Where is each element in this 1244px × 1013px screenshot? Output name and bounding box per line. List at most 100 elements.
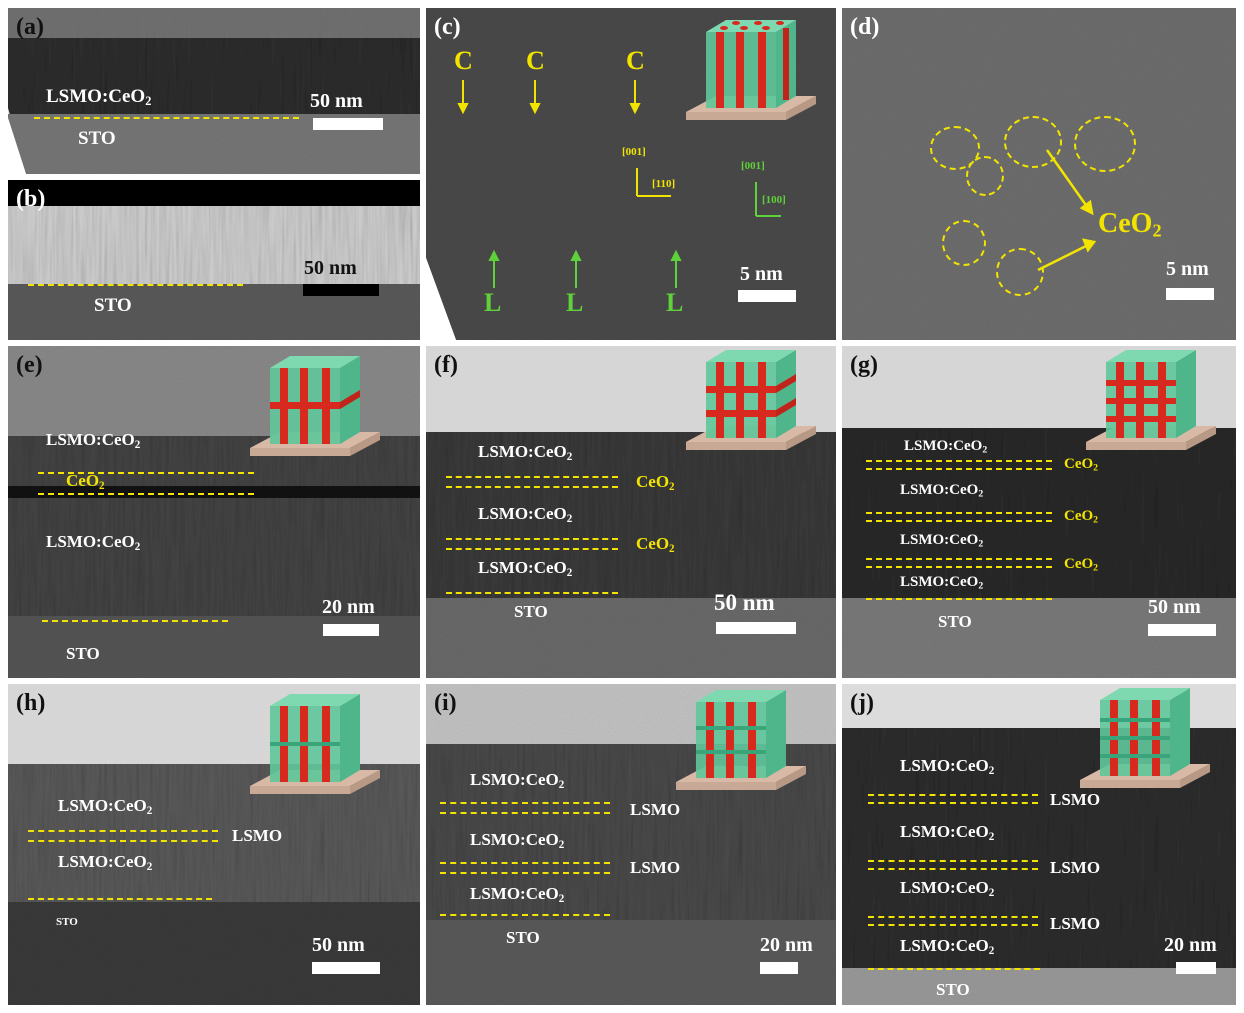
interface-line-f-1 [446, 476, 618, 478]
scale-text-j: 20 nm [1164, 934, 1217, 956]
substrate-label-j: STO [936, 980, 970, 999]
scale-text-e: 20 nm [322, 596, 375, 618]
interface-line-h-2 [28, 840, 218, 842]
interface-line-f-5 [446, 592, 618, 594]
scale-text-h: 50 nm [312, 934, 365, 956]
interface-line-j-5 [868, 916, 1038, 918]
scale-bar-h [312, 962, 380, 974]
substrate-label-a: STO [78, 128, 116, 149]
interface-line-j-1 [868, 794, 1038, 796]
interface-line-h-1 [28, 830, 218, 832]
interface-line-j-6 [868, 924, 1038, 926]
layer-label-h-1: LSMO:CeO2 [58, 796, 153, 817]
ceo2-circle-1 [930, 126, 980, 170]
interlayer-label-f-2: CeO2 [636, 534, 675, 555]
scale-bar-b [303, 284, 379, 296]
panel-label-f: (f) [434, 352, 458, 378]
layer-label-j-4: LSMO:CeO2 [900, 936, 995, 957]
direction-110-yellow: [110] [652, 178, 676, 190]
panel-b: (b) STO 50 nm [8, 180, 420, 340]
interface-line-j-7 [868, 968, 1040, 970]
panel-label-d: (d) [850, 14, 880, 40]
panel-label-b: (b) [16, 186, 46, 212]
layer-label-g-3: LSMO:CeO2 [900, 532, 984, 550]
interface-line-e-3 [42, 620, 228, 622]
interface-line-g-4 [866, 520, 1052, 522]
direction-001-yellow: [001] [622, 146, 646, 158]
panel-label-e: (e) [16, 352, 43, 378]
panel-label-c: (c) [434, 14, 461, 40]
panel-c: (c) C C C L L L [001] [110] [001] [100] … [426, 8, 836, 340]
interlayer-label-h: LSMO [232, 826, 283, 845]
interface-line-i-4 [440, 872, 610, 874]
panel-g: (g) LSMO:CeO2 CeO2 LSMO:CeO2 CeO2 LSMO:C… [842, 346, 1236, 678]
interlayer-label-f-1: CeO2 [636, 472, 675, 493]
interface-line-i-2 [440, 812, 610, 814]
schematic-cube-h [240, 690, 390, 825]
substrate-label-f: STO [514, 602, 548, 621]
interlayer-label-g-2: CeO2 [1064, 508, 1099, 526]
panel-label-j: (j) [850, 690, 874, 716]
scale-bar-f [716, 622, 796, 634]
l-marker-3: L [666, 288, 684, 317]
substrate-label-e: STO [66, 644, 100, 663]
schematic-cube-f [676, 346, 826, 481]
schematic-cube-c [676, 16, 826, 151]
scale-text-f: 50 nm [714, 590, 775, 615]
layer-label-i-1: LSMO:CeO2 [470, 770, 565, 791]
layer-label-j-1: LSMO:CeO2 [900, 756, 995, 777]
panel-label-h: (h) [16, 690, 46, 716]
interlayer-label-j-3: LSMO [1050, 914, 1101, 933]
tem-image-j [842, 684, 1236, 1005]
direction-100-green: [100] [762, 194, 786, 206]
interface-line-j-2 [868, 802, 1038, 804]
c-marker-3: C [626, 46, 645, 75]
layer-label-g-4: LSMO:CeO2 [900, 574, 984, 592]
substrate-label-g: STO [938, 612, 972, 631]
panel-label-i: (i) [434, 690, 457, 716]
scale-bar-e [323, 624, 379, 636]
interlayer-label-i-2: LSMO [630, 858, 681, 877]
interface-line-e-1 [38, 472, 254, 474]
layer-label-f-3: LSMO:CeO2 [478, 558, 573, 579]
interface-line-a [34, 117, 299, 119]
interface-line-g-6 [866, 566, 1052, 568]
interface-line-i-5 [440, 914, 610, 916]
l-marker-1: L [484, 288, 502, 317]
scale-text-a: 50 nm [310, 90, 363, 112]
panel-d: (d) CeO2 5 nm [842, 8, 1236, 340]
ceo2-circle-5 [942, 220, 986, 266]
layer-label-f-1: LSMO:CeO2 [478, 442, 573, 463]
schematic-cube-e [240, 352, 390, 487]
layer-label-i-3: LSMO:CeO2 [470, 884, 565, 905]
substrate-label-b: STO [94, 295, 132, 316]
layer-label-h-2: LSMO:CeO2 [58, 852, 153, 873]
interface-line-f-4 [446, 548, 618, 550]
interlayer-label-j-2: LSMO [1050, 858, 1101, 877]
scale-bar-c [738, 290, 796, 302]
interface-line-g-5 [866, 558, 1052, 560]
interface-line-g-1 [866, 460, 1052, 462]
scale-bar-i [760, 962, 798, 974]
layer-label-j-2: LSMO:CeO2 [900, 822, 995, 843]
layer-label-g-1: LSMO:CeO2 [904, 438, 988, 456]
scale-bar-j [1176, 962, 1216, 974]
c-marker-1: C [454, 46, 473, 75]
schematic-cube-g [1076, 346, 1226, 481]
scale-bar-g [1148, 624, 1216, 636]
interface-line-g-2 [866, 468, 1052, 470]
panel-label-a: (a) [16, 14, 44, 40]
panel-a: (a) LSMO:CeO2 STO 50 nm [8, 8, 420, 174]
substrate-label-h: STO [56, 916, 78, 928]
interface-line-j-4 [868, 868, 1038, 870]
schematic-cube-i [666, 686, 816, 821]
schematic-cube-j [1070, 684, 1220, 819]
layer-label-g-2: LSMO:CeO2 [900, 482, 984, 500]
layer-label-f-2: LSMO:CeO2 [478, 504, 573, 525]
layer-label-j-3: LSMO:CeO2 [900, 878, 995, 899]
scale-text-d: 5 nm [1166, 258, 1209, 280]
scale-text-b: 50 nm [304, 257, 357, 279]
interlayer-label-j-1: LSMO [1050, 790, 1101, 809]
layer-label-e-1: LSMO:CeO2 [46, 430, 141, 451]
interface-line-i-3 [440, 862, 610, 864]
